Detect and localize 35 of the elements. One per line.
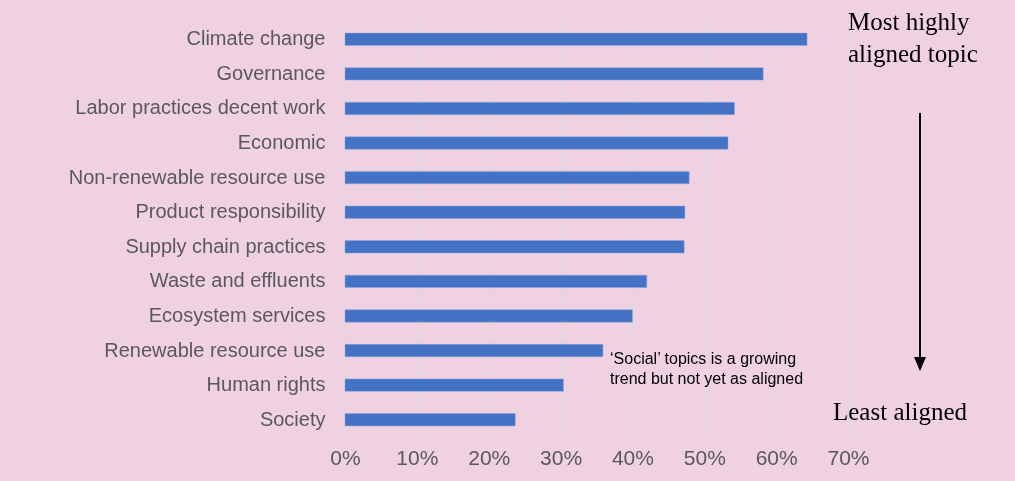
bar [344, 205, 686, 219]
y-tick-label: Product responsibility [135, 200, 326, 223]
y-tick-label: Ecosystem services [148, 303, 326, 326]
y-tick-label: Supply chain practices [125, 234, 326, 257]
bar [344, 136, 729, 150]
y-tick-label: Renewable resource use [104, 338, 326, 361]
annotation: Least aligned [833, 397, 967, 427]
bar [344, 171, 690, 185]
y-tick-label: Labor practices decent work [75, 96, 327, 119]
y-tick-label: Waste and effluents [149, 269, 326, 292]
bar [344, 101, 735, 115]
y-tick-label: Climate change [186, 27, 326, 50]
bar [344, 344, 604, 358]
annotation: Most highly aligned topic [848, 7, 979, 69]
y-tick-label: Governance [216, 61, 326, 84]
y-tick-label: Society [259, 407, 326, 430]
x-tick-label: 50% [683, 445, 726, 469]
bar [344, 32, 808, 46]
x-tick-label: 20% [468, 445, 511, 469]
bar [344, 240, 685, 254]
bar [344, 67, 764, 81]
annotation: ‘Social’ topics is a growing trend but not yet as aligned [610, 349, 805, 389]
y-tick-label: Economic [237, 131, 326, 154]
bar [344, 274, 648, 288]
x-tick-label: 40% [611, 445, 654, 469]
bar [344, 309, 633, 323]
y-tick-label: Human rights [206, 373, 326, 396]
x-tick-label: 10% [396, 445, 439, 469]
x-tick-label: 30% [540, 445, 583, 469]
bar [344, 413, 516, 427]
x-tick-label: 60% [755, 445, 798, 469]
y-tick-label: Non-renewable resource use [68, 165, 326, 188]
x-tick-label: 0% [330, 445, 361, 469]
bar [344, 378, 564, 392]
x-tick-label: 70% [827, 445, 870, 469]
